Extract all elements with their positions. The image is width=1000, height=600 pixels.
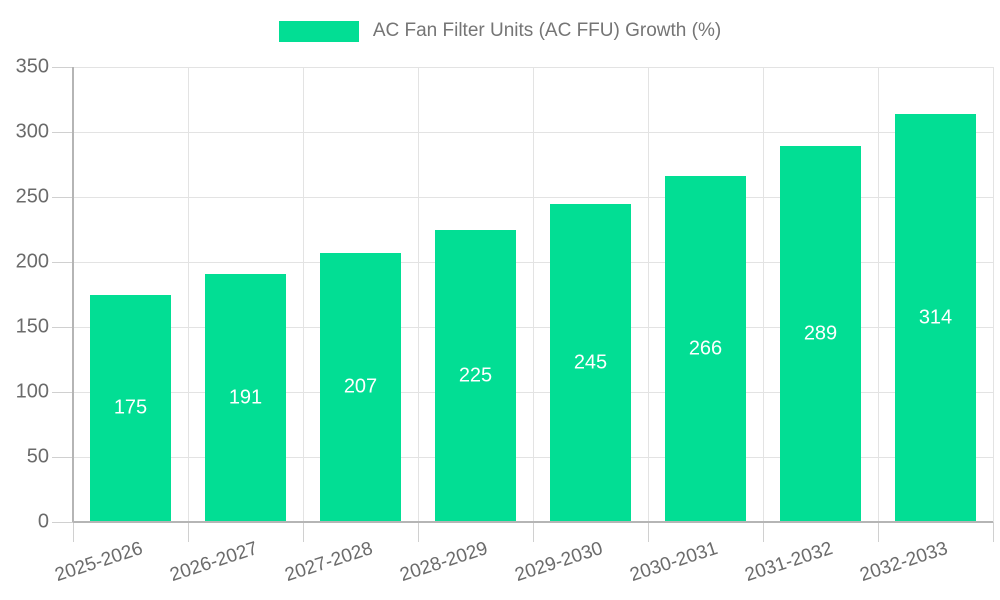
bar[interactable]: 289 (780, 146, 861, 522)
y-tick-label: 0 (37, 510, 49, 533)
x-tick-label: 2027-2028 (282, 538, 375, 587)
bar[interactable]: 225 (435, 229, 516, 522)
x-axis-tick (303, 522, 304, 542)
legend[interactable]: AC Fan Filter Units (AC FFU) Growth (%) (0, 20, 1000, 42)
x-axis-tick (648, 522, 649, 542)
y-tick-label: 350 (15, 55, 49, 78)
bar-value-label: 314 (918, 306, 953, 329)
legend-label: AC Fan Filter Units (AC FFU) Growth (%) (372, 20, 722, 41)
x-tick-label: 2025-2026 (52, 538, 145, 587)
x-axis-tick (533, 522, 534, 542)
x-tick-label: 2032-2033 (857, 538, 950, 587)
y-axis-tick (52, 262, 73, 263)
plot-area: 0 50 100 150 200 250 300 350 175 191 207 225 245 266 2… (16, 56, 994, 586)
y-axis-tick (52, 522, 73, 523)
y-tick-label: 200 (15, 250, 49, 273)
x-axis-tick (418, 522, 419, 542)
x-tick-label: 2028-2029 (397, 538, 490, 587)
x-axis-tick (73, 522, 74, 542)
x-tick-label: 2026-2027 (167, 538, 260, 587)
x-axis-tick (188, 522, 189, 542)
x-tick-label: 2030-2031 (627, 538, 720, 587)
y-axis-tick (52, 457, 73, 458)
bar[interactable]: 191 (205, 273, 286, 522)
bar-value-label: 245 (573, 351, 608, 374)
bar-value-label: 207 (343, 375, 378, 398)
v-gridline (993, 67, 994, 522)
bar-value-label: 225 (458, 364, 493, 387)
bar[interactable]: 266 (665, 176, 746, 522)
y-axis-tick (52, 327, 73, 328)
legend-swatch (278, 20, 359, 42)
y-axis-tick (52, 197, 73, 198)
v-gridline (878, 67, 879, 522)
bar[interactable]: 314 (895, 113, 976, 522)
x-tick-label: 2029-2030 (512, 538, 605, 587)
x-axis-tick (763, 522, 764, 542)
bar-value-label: 266 (688, 337, 723, 360)
x-tick-label: 2031-2032 (742, 538, 835, 587)
v-gridline (188, 67, 189, 522)
bar-value-label: 191 (228, 386, 263, 409)
x-axis-line (73, 521, 993, 523)
y-axis-tick (52, 67, 73, 68)
bar[interactable]: 175 (90, 294, 171, 522)
y-tick-label: 100 (15, 380, 49, 403)
v-gridline (418, 67, 419, 522)
x-axis-tick (993, 522, 994, 542)
y-axis-line (72, 67, 74, 522)
v-gridline (763, 67, 764, 522)
bar[interactable]: 207 (320, 252, 401, 522)
bar-value-label: 175 (113, 396, 148, 419)
v-gridline (533, 67, 534, 522)
v-gridline (303, 67, 304, 522)
x-axis-tick (878, 522, 879, 542)
y-tick-label: 50 (26, 445, 49, 468)
y-axis-tick (52, 392, 73, 393)
y-axis-tick (52, 132, 73, 133)
v-gridline (648, 67, 649, 522)
bar[interactable]: 245 (550, 203, 631, 522)
y-tick-label: 300 (15, 120, 49, 143)
y-tick-label: 250 (15, 185, 49, 208)
y-tick-label: 150 (15, 315, 49, 338)
bar-value-label: 289 (803, 322, 838, 345)
